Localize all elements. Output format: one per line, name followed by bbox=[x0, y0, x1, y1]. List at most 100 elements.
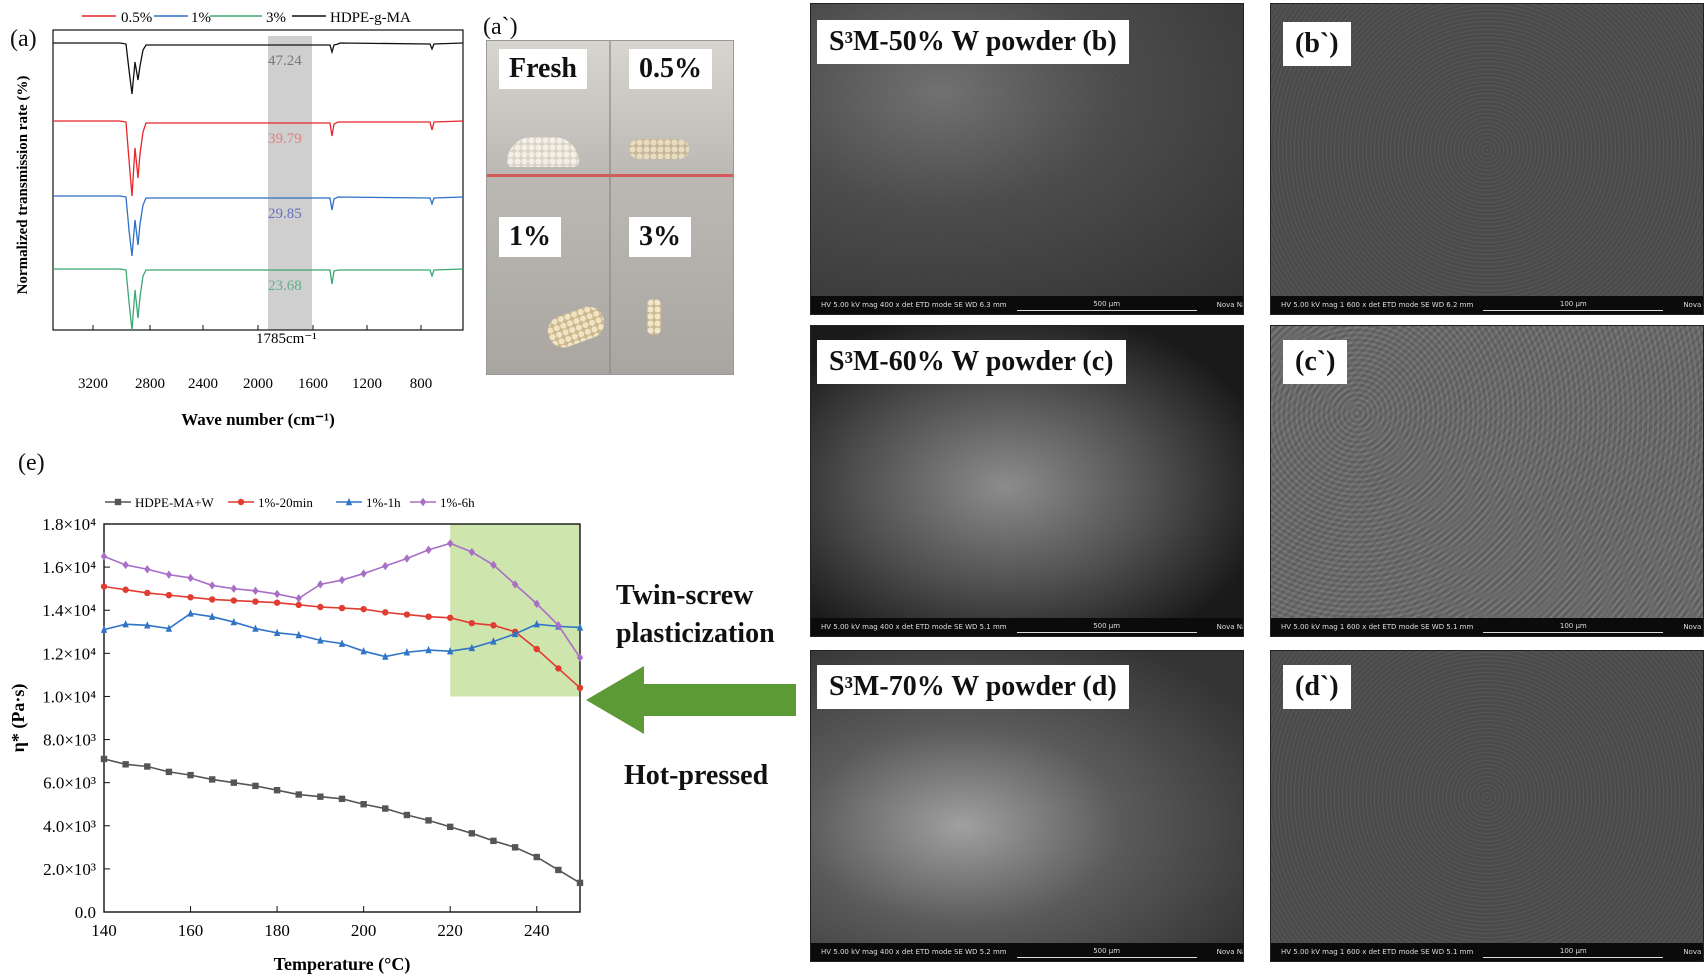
sem-c-prime-databar: HV 5.00 kV mag 1 600 x det ETD mode SE W… bbox=[1271, 618, 1703, 636]
panel-e-label: (e) bbox=[18, 450, 45, 476]
point-1-6h bbox=[252, 586, 259, 596]
point-1-6h bbox=[230, 584, 238, 593]
sem-b-prime-scale-text: 100 μm bbox=[1559, 299, 1587, 308]
x-tick-label: 220 bbox=[437, 921, 463, 940]
bag-divider-vertical bbox=[609, 41, 611, 374]
band-value-0.5: 39.79 bbox=[268, 131, 302, 147]
point-hdpe-ma-w bbox=[187, 771, 194, 779]
point-1-20min bbox=[252, 598, 259, 605]
point-1-20min bbox=[187, 594, 194, 601]
point-hdpe-ma-w bbox=[382, 805, 389, 812]
y-tick-label: 0.0 bbox=[75, 903, 96, 922]
legend-text-1-20min: 1%-20min bbox=[258, 495, 313, 510]
viscosity-ylabel: η* (Pa·s) bbox=[8, 684, 29, 753]
point-1-6h bbox=[490, 560, 497, 570]
point-hdpe-ma-w bbox=[295, 791, 302, 798]
point-1-1h bbox=[511, 629, 519, 638]
point-1-6h bbox=[338, 575, 346, 585]
point-hdpe-ma-w bbox=[317, 793, 324, 800]
pellets-0.5 bbox=[629, 139, 689, 159]
panel-a: (a) 0.5% 1% 3% HDPE-g-MA 47.24 39.79 29.… bbox=[0, 0, 480, 440]
sem-b: HV 5.00 kV mag 400 x det ETD mode SE WD … bbox=[810, 3, 1244, 315]
point-1-20min bbox=[403, 611, 411, 618]
point-hdpe-ma-w bbox=[144, 763, 151, 770]
sem-c-scalebar: 500 μm bbox=[1016, 621, 1197, 633]
point-1-1h bbox=[533, 620, 540, 628]
point-1-20min bbox=[230, 597, 238, 604]
tag-1: 1% bbox=[499, 217, 561, 257]
sem-d-prime-meta: HV 5.00 kV mag 1 600 x det ETD mode SE W… bbox=[1281, 948, 1474, 956]
point-hdpe-ma-w bbox=[252, 782, 259, 790]
x-tick-label: 140 bbox=[91, 921, 117, 940]
point-1-1h bbox=[273, 628, 281, 637]
y-tick-label: 6.0×10³ bbox=[43, 774, 96, 793]
ftir-xtick: 800 bbox=[410, 376, 433, 392]
point-1-1h bbox=[208, 612, 216, 620]
point-1-20min bbox=[446, 614, 454, 621]
point-hdpe-ma-w bbox=[511, 844, 519, 851]
point-1-20min bbox=[100, 583, 108, 590]
point-1-1h bbox=[187, 609, 194, 617]
viscosity-xlabel: Temperature (°C) bbox=[274, 954, 411, 975]
point-1-1h bbox=[446, 646, 454, 655]
ftir-band bbox=[268, 36, 312, 330]
sem-b-device: Nova NanoSEM450 bbox=[1216, 301, 1243, 309]
y-tick-label: 8.0×10³ bbox=[43, 731, 96, 750]
point-1-20min bbox=[338, 604, 346, 612]
legend-marker-hdpe-ma-w bbox=[114, 498, 122, 506]
point-hdpe-ma-w bbox=[208, 776, 216, 783]
point-1-20min bbox=[122, 586, 129, 593]
tag-0.5: 0.5% bbox=[629, 49, 712, 89]
point-hdpe-ma-w bbox=[425, 817, 432, 824]
point-hdpe-ma-w bbox=[490, 837, 497, 845]
sem-d-scale-text: 500 μm bbox=[1093, 946, 1121, 955]
process-arrow-shape bbox=[586, 666, 796, 734]
point-1-20min bbox=[576, 684, 584, 692]
sem-c-meta: HV 5.00 kV mag 400 x det ETD mode SE WD … bbox=[821, 623, 1007, 631]
x-tick-label: 240 bbox=[524, 921, 550, 940]
legend-text-1-6h: 1%-6h bbox=[440, 495, 475, 510]
sem-d-prime-scalebar: 100 μm bbox=[1483, 946, 1664, 958]
point-1-1h bbox=[360, 646, 367, 655]
tag-fresh: Fresh bbox=[499, 49, 587, 89]
point-1-1h bbox=[425, 645, 432, 654]
sem-c-prime-scalebar: 100 μm bbox=[1483, 622, 1664, 633]
tag-3: 3% bbox=[629, 217, 691, 257]
point-1-6h bbox=[533, 599, 540, 608]
point-1-20min bbox=[273, 599, 281, 606]
point-1-1h bbox=[165, 624, 173, 632]
sem-d-databar: HV 5.00 kV mag 400 x det ETD mode SE WD … bbox=[811, 943, 1243, 961]
sem-c-scale-text: 500 μm bbox=[1093, 621, 1121, 630]
point-1-1h bbox=[317, 636, 324, 644]
y-tick-label: 2.0×10³ bbox=[43, 860, 96, 879]
pellet-photo: Fresh 0.5% 1% 3% bbox=[486, 40, 734, 375]
point-1-1h bbox=[230, 617, 238, 626]
panel-a-label: (a) bbox=[10, 26, 37, 52]
legend-text-1-1h: 1%-1h bbox=[366, 495, 401, 510]
sem-d-prime-image bbox=[1271, 651, 1703, 943]
point-1-1h bbox=[100, 625, 108, 633]
x-tick-label: 160 bbox=[178, 921, 204, 940]
sem-b-meta: HV 5.00 kV mag 400 x det ETD mode SE WD … bbox=[821, 301, 1007, 309]
ftir-spectrum-0.5 bbox=[53, 120, 464, 197]
ftir-xtick: 1200 bbox=[352, 376, 382, 392]
point-1-20min bbox=[382, 609, 389, 616]
y-tick-label: 1.2×10⁴ bbox=[42, 644, 96, 663]
pellets-1 bbox=[543, 302, 609, 352]
pellets-fresh bbox=[507, 137, 579, 167]
sem-c-prime: HV 5.00 kV mag 1 600 x det ETD mode SE W… bbox=[1270, 325, 1704, 637]
point-1-1h bbox=[403, 648, 411, 656]
ftir-spectrum-hdpe bbox=[53, 42, 464, 95]
point-1-1h bbox=[468, 643, 476, 652]
ftir-legend: 0.5% 1% 3% HDPE-g-MA bbox=[82, 10, 411, 26]
sem-d-device: Nova NanoSEM450 bbox=[1216, 948, 1243, 956]
sem-d-prime-scale-text: 100 μm bbox=[1559, 946, 1587, 955]
y-tick-label: 1.4×10⁴ bbox=[42, 601, 96, 620]
point-1-6h bbox=[360, 569, 367, 578]
point-1-20min bbox=[165, 591, 173, 599]
point-1-6h bbox=[317, 580, 324, 589]
ftir-xtick: 1600 bbox=[298, 376, 328, 392]
legend-text-hdpe-ma-w: HDPE-MA+W bbox=[135, 495, 215, 510]
sem-c-label: S³M-60% W powder (c) bbox=[817, 340, 1126, 384]
x-tick-label: 180 bbox=[264, 921, 290, 940]
